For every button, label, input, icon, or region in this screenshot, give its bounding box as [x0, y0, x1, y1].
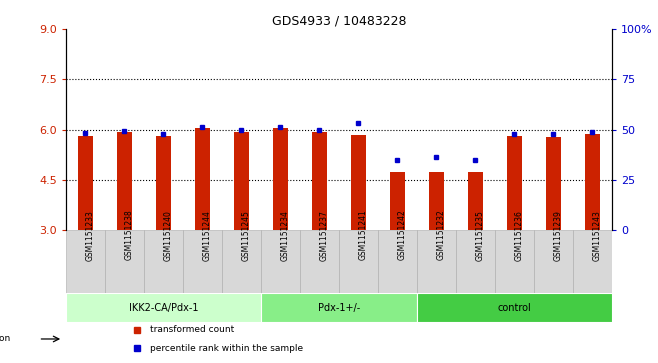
- Bar: [339, 230, 378, 293]
- Text: GSM1151236: GSM1151236: [515, 210, 523, 261]
- Bar: [378, 230, 417, 293]
- Bar: [183, 230, 222, 293]
- Text: percentile rank within the sample: percentile rank within the sample: [151, 344, 303, 353]
- Text: GSM1151234: GSM1151234: [280, 210, 290, 261]
- Bar: [261, 230, 300, 293]
- Bar: [534, 230, 573, 293]
- Bar: [456, 230, 495, 293]
- Bar: [78, 136, 93, 230]
- Title: GDS4933 / 10483228: GDS4933 / 10483228: [272, 15, 406, 28]
- Bar: [507, 136, 522, 230]
- Bar: [116, 132, 132, 230]
- Text: GSM1151240: GSM1151240: [163, 210, 172, 261]
- Text: IKK2-CA/Pdx-1: IKK2-CA/Pdx-1: [128, 303, 198, 313]
- Bar: [66, 293, 261, 322]
- Text: GSM1151237: GSM1151237: [319, 210, 328, 261]
- Text: GSM1151235: GSM1151235: [475, 210, 484, 261]
- Bar: [428, 172, 444, 230]
- Text: GSM1151242: GSM1151242: [397, 210, 407, 261]
- Text: GSM1151239: GSM1151239: [553, 210, 563, 261]
- Bar: [66, 230, 105, 293]
- Text: GSM1151238: GSM1151238: [124, 210, 134, 261]
- Bar: [351, 135, 367, 230]
- Bar: [272, 128, 288, 230]
- Text: GSM1151244: GSM1151244: [203, 210, 211, 261]
- Bar: [300, 230, 339, 293]
- Bar: [144, 230, 183, 293]
- Bar: [417, 230, 456, 293]
- Bar: [495, 230, 534, 293]
- Bar: [222, 230, 261, 293]
- Bar: [545, 137, 561, 230]
- Bar: [234, 132, 249, 230]
- Bar: [390, 172, 405, 230]
- Bar: [105, 230, 144, 293]
- Text: GSM1151232: GSM1151232: [436, 210, 445, 261]
- Text: transformed count: transformed count: [151, 325, 235, 334]
- Bar: [312, 132, 327, 230]
- Bar: [195, 128, 210, 230]
- Bar: [417, 293, 612, 322]
- Bar: [573, 230, 612, 293]
- Bar: [155, 136, 171, 230]
- Text: GSM1151233: GSM1151233: [86, 210, 94, 261]
- Text: control: control: [497, 303, 531, 313]
- Text: genotype/variation: genotype/variation: [0, 334, 11, 343]
- Bar: [585, 134, 600, 230]
- Text: GSM1151241: GSM1151241: [359, 210, 367, 261]
- Text: GSM1151245: GSM1151245: [241, 210, 250, 261]
- Text: GSM1151243: GSM1151243: [592, 210, 601, 261]
- Bar: [468, 172, 483, 230]
- Text: Pdx-1+/-: Pdx-1+/-: [318, 303, 360, 313]
- Bar: [261, 293, 417, 322]
